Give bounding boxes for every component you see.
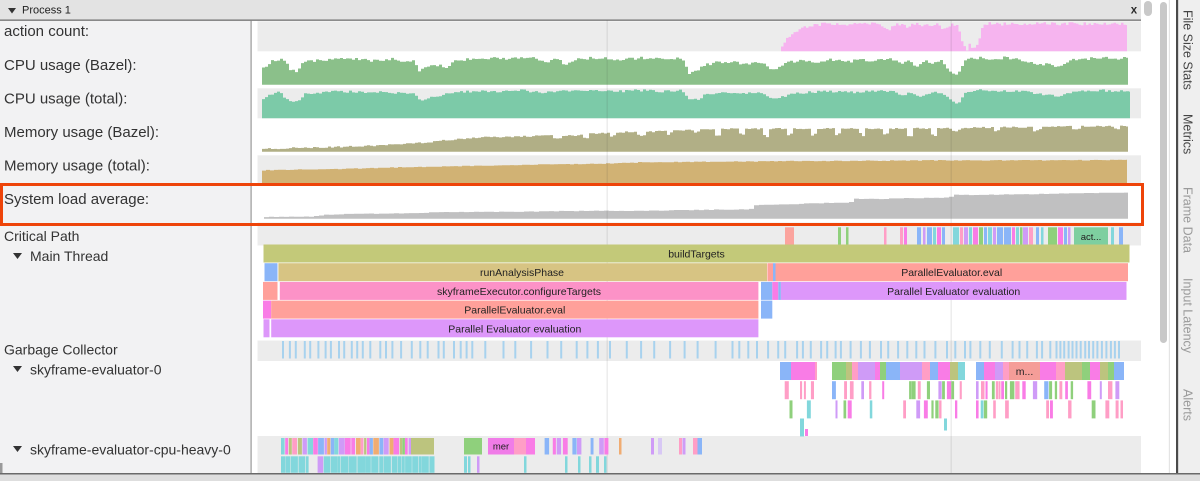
svg-text:skyframe-evaluator-cpu-heavy-0: skyframe-evaluator-cpu-heavy-0 bbox=[30, 442, 231, 458]
svg-text:File Size Stats: File Size Stats bbox=[1181, 10, 1195, 90]
svg-text:Frame Data: Frame Data bbox=[1181, 187, 1195, 253]
svg-text:buildTargets: buildTargets bbox=[668, 249, 725, 261]
svg-text:Alerts: Alerts bbox=[1181, 389, 1195, 421]
svg-text:CPU usage (Bazel):: CPU usage (Bazel): bbox=[4, 57, 137, 74]
svg-text:Critical Path: Critical Path bbox=[4, 228, 79, 244]
svg-text:skyframe-evaluator-0: skyframe-evaluator-0 bbox=[30, 362, 162, 378]
svg-text:System load average:: System load average: bbox=[4, 191, 149, 208]
svg-text:Input Latency: Input Latency bbox=[1181, 278, 1195, 354]
svg-text:Parallel Evaluator evaluation: Parallel Evaluator evaluation bbox=[448, 323, 581, 335]
svg-text:mer: mer bbox=[493, 442, 509, 453]
svg-text:x: x bbox=[1131, 5, 1138, 17]
svg-text:Garbage Collector: Garbage Collector bbox=[4, 342, 118, 358]
svg-text:Main Thread: Main Thread bbox=[30, 248, 108, 264]
svg-text:Memory usage (Bazel):: Memory usage (Bazel): bbox=[4, 124, 159, 141]
svg-text:Metrics: Metrics bbox=[1181, 114, 1195, 154]
svg-text:runAnalysisPhase: runAnalysisPhase bbox=[480, 267, 564, 279]
svg-text:act...: act... bbox=[1081, 232, 1102, 243]
svg-text:ParallelEvaluator.eval: ParallelEvaluator.eval bbox=[464, 305, 565, 317]
svg-text:skyframeExecutor.configureTarg: skyframeExecutor.configureTargets bbox=[437, 286, 601, 298]
svg-text:Process 1: Process 1 bbox=[22, 5, 71, 17]
svg-text:ParallelEvaluator.eval: ParallelEvaluator.eval bbox=[901, 267, 1002, 279]
svg-text:CPU usage (total):: CPU usage (total): bbox=[4, 91, 127, 108]
svg-text:Parallel Evaluator evaluation: Parallel Evaluator evaluation bbox=[887, 286, 1020, 298]
svg-text:action count:: action count: bbox=[4, 23, 89, 40]
svg-text:Memory usage (total):: Memory usage (total): bbox=[4, 158, 150, 175]
svg-text:m...: m... bbox=[1016, 366, 1034, 378]
